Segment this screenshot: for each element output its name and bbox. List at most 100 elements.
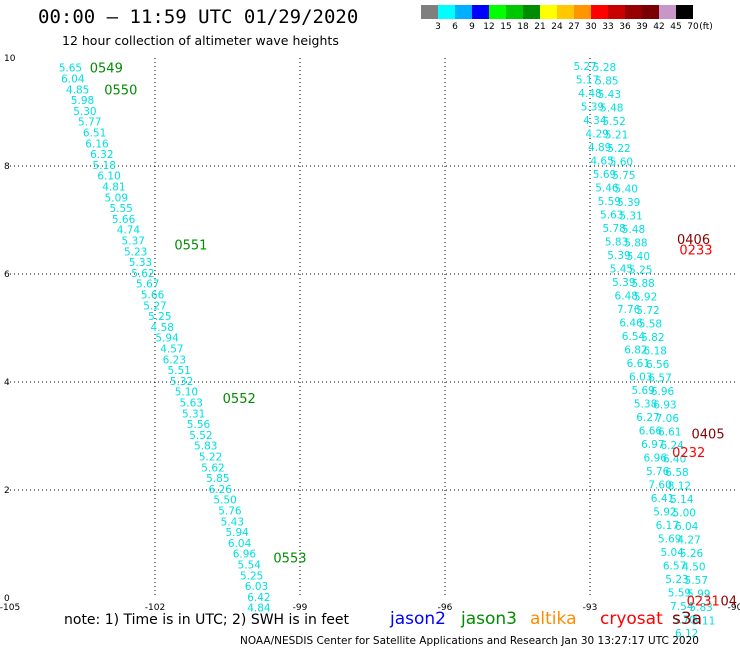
- wave-height-value: 5.56: [187, 419, 211, 431]
- wave-height-value: 5.94: [155, 333, 179, 345]
- wave-height-value: 5.43: [221, 516, 244, 528]
- wave-height-value: 5.65: [59, 63, 82, 75]
- wave-height-value: 6.61: [627, 358, 650, 370]
- wave-height-value: 6.48: [615, 291, 638, 303]
- x-tick-label: -93: [583, 603, 598, 613]
- wave-height-value: 5.60: [610, 157, 633, 169]
- wave-height-value: 8.12: [668, 481, 691, 493]
- wave-height-value: 5.76: [218, 506, 242, 518]
- legend-label: 33: [602, 22, 614, 32]
- wave-height-value: 5.27: [573, 61, 596, 73]
- wave-height-value: 5.10: [175, 387, 198, 399]
- wave-height-value: 5.85: [206, 473, 229, 485]
- wave-height-value: 5.31: [619, 211, 642, 223]
- wave-height-value: 5.25: [148, 311, 171, 323]
- wave-height-value: 7.06: [656, 413, 680, 425]
- wave-height-value: 5.63: [180, 398, 203, 410]
- wave-height-value: 5.09: [105, 192, 128, 204]
- y-tick-label: 4: [4, 378, 10, 388]
- wave-height-value: 5.51: [167, 365, 190, 377]
- wave-height-value: 4.85: [66, 84, 89, 96]
- wave-height-value: 5.62: [131, 268, 154, 280]
- wave-height-value: 5.83: [194, 441, 217, 453]
- wave-height-value: 6.16: [85, 138, 109, 150]
- wave-height-value: 5.57: [685, 575, 708, 587]
- wave-height-value: 6.51: [83, 128, 106, 140]
- wave-height-value: 5.67: [136, 279, 159, 291]
- wave-height-value: 5.32: [170, 376, 193, 388]
- wave-height-value: 5.76: [646, 466, 670, 478]
- satellite-jason2: jason2: [390, 609, 446, 629]
- pass-time-label: 0406: [677, 233, 710, 248]
- wave-height-value: 5.39: [581, 102, 604, 114]
- wave-height-value: 5.75: [612, 170, 635, 182]
- legend-unit: (ft): [699, 22, 713, 32]
- legend-label: 6: [452, 22, 458, 32]
- legend-label: 21: [534, 22, 546, 32]
- legend-label: 3: [435, 22, 441, 32]
- wave-height-value: 6.23: [163, 354, 186, 366]
- wave-height-value: 5.92: [653, 507, 676, 519]
- legend-swatch: [540, 5, 557, 19]
- wave-height-value: 4.58: [151, 322, 174, 334]
- y-tick-label: 0: [4, 594, 10, 604]
- wave-height-value: 6.54: [622, 331, 646, 343]
- wave-height-value: 4.34: [583, 115, 607, 127]
- pass-time-label: 0405: [692, 427, 725, 442]
- wave-height-value: 5.11: [692, 616, 715, 628]
- legend-label: 45: [670, 22, 682, 32]
- legend-label: 36: [619, 22, 631, 32]
- y-tick-label: 6: [4, 270, 10, 280]
- wave-height-value: 5.99: [687, 589, 710, 601]
- wave-height-value: 5.39: [617, 197, 640, 209]
- wave-height-value: 6.97: [641, 439, 664, 451]
- wave-height-value: 5.22: [199, 452, 222, 464]
- wave-height-value: 5.40: [615, 184, 638, 196]
- wave-height-value: 6.26: [209, 484, 233, 496]
- wave-height-value: 5.66: [141, 290, 165, 302]
- legend-swatch: [523, 5, 540, 19]
- wave-height-value: 5.69: [658, 534, 681, 546]
- x-tick-label: -99: [293, 603, 308, 613]
- satellite-jason3: jason3: [461, 609, 517, 629]
- wave-height-value: 5.69: [631, 385, 654, 397]
- wave-height-value: 4.74: [117, 225, 141, 237]
- y-tick-label: 2: [4, 486, 10, 496]
- wave-height-value: 5.00: [673, 508, 696, 520]
- wave-height-value: 6.42: [247, 592, 270, 604]
- wave-height-value: 7.60: [648, 480, 671, 492]
- pass-time-label: 0550: [104, 83, 137, 98]
- pass-time-label: 0549: [90, 62, 123, 77]
- wave-height-value: 5.88: [624, 238, 647, 250]
- legend-label: 27: [568, 22, 580, 32]
- pass-time-label: 04: [721, 595, 738, 610]
- legend-swatch: [421, 5, 438, 19]
- legend-swatch: [591, 5, 608, 19]
- wave-height-value: 5.45: [610, 264, 633, 276]
- pass-time-label: 0553: [273, 552, 306, 567]
- wave-height-value: 6.93: [653, 400, 676, 412]
- wave-height-value: 6.61: [658, 427, 681, 439]
- wave-height-value: 5.39: [607, 250, 630, 262]
- legend-label: 30: [585, 22, 597, 32]
- x-tick-label: -96: [438, 603, 453, 613]
- page-subtitle: 12 hour collection of altimeter wave hei…: [62, 33, 339, 48]
- wave-height-value: 5.85: [595, 76, 618, 88]
- wave-height-value: 6.32: [90, 149, 113, 161]
- legend-label: 9: [469, 22, 475, 32]
- wave-height-value: 5.18: [93, 160, 116, 172]
- wave-height-value: 6.96: [651, 386, 675, 398]
- wave-height-value: 5.63: [600, 210, 623, 222]
- wave-height-value: 5.40: [627, 251, 650, 263]
- wave-height-value: 5.37: [122, 236, 145, 248]
- wave-height-value: 6.04: [61, 74, 85, 86]
- wave-height-value: 6.04: [675, 521, 699, 533]
- legend-label: 70: [687, 22, 699, 32]
- y-tick-label: 10: [4, 54, 16, 64]
- wave-height-value: 5.62: [201, 462, 224, 474]
- wave-height-value: 5.72: [636, 305, 659, 317]
- wave-height-value: 5.33: [129, 257, 152, 269]
- wave-height-value: 5.21: [605, 130, 628, 142]
- legend-label: 12: [483, 22, 495, 32]
